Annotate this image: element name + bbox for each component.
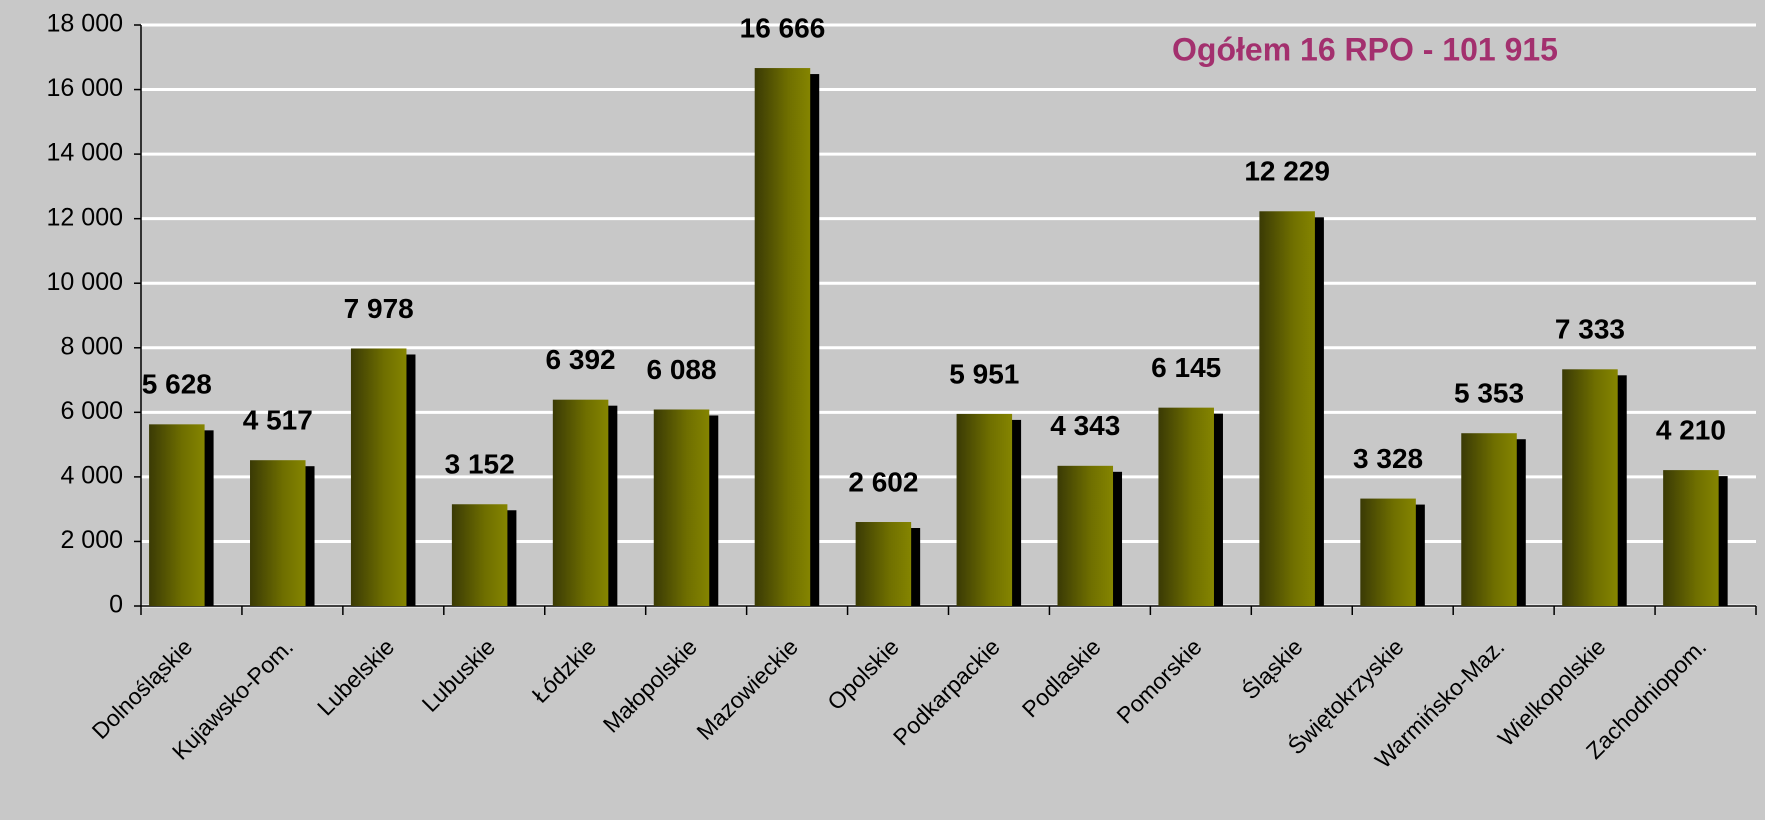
- value-label: 5 628: [142, 369, 212, 400]
- annotation: Ogółem 16 RPO - 101 915: [1172, 31, 1558, 67]
- bar: [1461, 433, 1517, 606]
- y-tick-label: 4 000: [60, 461, 123, 489]
- value-label: 12 229: [1244, 156, 1330, 187]
- y-tick-label: 10 000: [47, 268, 123, 296]
- value-label: 4 210: [1656, 415, 1726, 446]
- value-label: 16 666: [740, 12, 826, 43]
- bar: [653, 409, 710, 606]
- bar: [1562, 369, 1618, 606]
- value-label: 2 602: [848, 466, 918, 497]
- y-tick-label: 2 000: [60, 526, 123, 554]
- y-tick-label: 6 000: [60, 397, 123, 425]
- value-label: 6 392: [546, 344, 616, 375]
- y-tick-label: 0: [109, 591, 123, 619]
- bar: [1259, 211, 1315, 606]
- value-label: 6 145: [1151, 352, 1221, 383]
- y-tick-label: 12 000: [47, 203, 123, 231]
- value-label: 4 517: [243, 405, 313, 436]
- value-label: 7 333: [1555, 314, 1625, 345]
- value-label: 3 152: [445, 449, 515, 480]
- bar: [451, 504, 508, 606]
- value-label: 5 353: [1454, 378, 1524, 409]
- value-label: 5 951: [949, 358, 1019, 389]
- bar: [754, 68, 811, 607]
- bar: [1663, 470, 1719, 606]
- y-tick-label: 14 000: [47, 139, 123, 167]
- bar: [956, 413, 1013, 606]
- value-label: 4 343: [1050, 410, 1120, 441]
- value-label: 3 328: [1353, 443, 1423, 474]
- bar: [250, 460, 306, 606]
- y-tick-label: 16 000: [47, 74, 123, 102]
- bar: [1057, 465, 1114, 606]
- bar: [855, 522, 912, 606]
- y-tick-label: 18 000: [47, 10, 123, 38]
- y-tick-label: 8 000: [60, 332, 123, 360]
- value-label: 7 978: [344, 293, 414, 324]
- bar: [552, 399, 609, 606]
- bar: [1360, 498, 1416, 606]
- bar: [350, 348, 407, 606]
- value-label: 6 088: [646, 354, 716, 385]
- bar: [1158, 407, 1214, 606]
- bar: [149, 424, 205, 606]
